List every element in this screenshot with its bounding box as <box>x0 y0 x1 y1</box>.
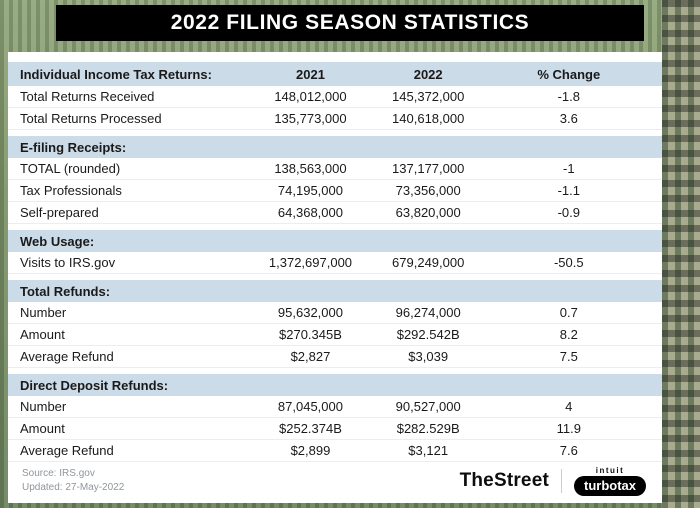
background-photo <box>662 0 700 508</box>
value-2022: 63,820,000 <box>395 205 461 220</box>
table-row: Average Refund $2,827 $3,039 7.5 <box>8 346 662 368</box>
value-2021: 138,563,000 <box>274 161 347 176</box>
value-2022: 679,249,000 <box>392 255 465 270</box>
value-2021: 1,372,697,000 <box>268 255 353 270</box>
value-2022: 140,618,000 <box>392 111 465 126</box>
table-row: Average Refund $2,899 $3,121 7.6 <box>8 440 662 462</box>
column-header-change: % Change <box>537 66 601 82</box>
source-line: Source: IRS.gov <box>22 468 95 479</box>
section-header-row: Web Usage: <box>8 230 662 252</box>
row-label: Total Returns Processed <box>20 111 162 126</box>
section-header-row: E-filing Receipts: <box>8 136 662 158</box>
footer: Source: IRS.gov Updated: 27-May-2022 The… <box>8 462 662 504</box>
value-change: -0.9 <box>557 205 580 220</box>
value-2022: $3,039 <box>408 349 449 364</box>
value-2021: $2,827 <box>290 349 331 364</box>
row-label: Amount <box>20 327 65 342</box>
value-2022: 73,356,000 <box>395 183 461 198</box>
value-change: -1 <box>563 161 575 176</box>
row-label: Number <box>20 305 67 320</box>
value-2021: 64,368,000 <box>277 205 343 220</box>
column-header-label: Individual Income Tax Returns: <box>20 66 212 82</box>
value-change: -1.8 <box>557 89 580 104</box>
value-2021: $252.374B <box>279 421 342 436</box>
value-change: 0.7 <box>559 305 578 320</box>
section-title: Direct Deposit Refunds: <box>20 377 169 393</box>
value-2022: $282.529B <box>396 421 460 436</box>
value-2022: 96,274,000 <box>395 305 461 320</box>
table-row: Total Returns Processed 135,773,000 140,61… <box>8 108 662 130</box>
value-2022: 137,177,000 <box>392 161 465 176</box>
column-header-2022: 2022 <box>413 66 443 82</box>
table-row: Number 95,632,000 96,274,000 0.7 <box>8 302 662 324</box>
table-row: Amount $270.345B $292.542B 8.2 <box>8 324 662 346</box>
row-label: Amount <box>20 421 65 436</box>
row-label: Self-prepared <box>20 205 99 220</box>
value-change: 3.6 <box>559 111 578 126</box>
value-2022: $292.542B <box>396 327 460 342</box>
table-body: Total Returns Received 148,012,000 145,372… <box>8 86 662 462</box>
value-change: 8.2 <box>559 327 578 342</box>
table-row: Self-prepared 64,368,000 63,820,000 -0.9 <box>8 202 662 224</box>
value-change: 7.5 <box>559 349 578 364</box>
row-label: TOTAL (rounded) <box>20 161 121 176</box>
row-label: Total Returns Received <box>20 89 155 104</box>
value-change: -1.1 <box>557 183 580 198</box>
value-2021: $2,899 <box>290 443 331 458</box>
brand-logos: TheStreet intuit turbotax <box>460 466 646 496</box>
value-2021: 87,045,000 <box>277 399 343 414</box>
value-2021: 148,012,000 <box>274 89 347 104</box>
section-header-row: Direct Deposit Refunds: <box>8 374 662 396</box>
row-label: Number <box>20 399 67 414</box>
value-change: 11.9 <box>556 421 581 436</box>
table-row: Number 87,045,000 90,527,000 4 <box>8 396 662 418</box>
updated-line: Updated: 27-May-2022 <box>22 482 125 493</box>
section-title: E-filing Receipts: <box>20 139 127 155</box>
value-2021: 74,195,000 <box>277 183 343 198</box>
value-change: -50.5 <box>553 255 584 270</box>
value-2022: 90,527,000 <box>395 399 461 414</box>
title-banner: 2022 FILING SEASON STATISTICS <box>56 5 644 41</box>
turbotax-logo: intuit turbotax <box>574 466 646 496</box>
value-2021: $270.345B <box>279 327 342 342</box>
page-title: 2022 FILING SEASON STATISTICS <box>170 11 530 34</box>
value-change: 4 <box>565 399 573 414</box>
row-label: Visits to IRS.gov <box>20 255 116 270</box>
table-row: Visits to IRS.gov 1,372,697,000 679,249,00… <box>8 252 662 274</box>
table-row: Tax Professionals 74,195,000 73,356,000 -1.… <box>8 180 662 202</box>
table-row: TOTAL (rounded) 138,563,000 137,177,000 -1 <box>8 158 662 180</box>
value-change: 7.6 <box>559 443 578 458</box>
logo-divider <box>561 469 562 493</box>
value-2022: $3,121 <box>408 443 449 458</box>
row-label: Tax Professionals <box>20 183 122 198</box>
row-label: Average Refund <box>20 443 114 458</box>
source-note: Source: IRS.gov Updated: 27-May-2022 <box>22 467 124 495</box>
turbotax-wordmark: turbotax <box>574 476 646 496</box>
column-header-2021: 2021 <box>296 66 325 82</box>
value-2021: 95,632,000 <box>277 305 343 320</box>
section-title: Total Refunds: <box>20 283 111 299</box>
section-title: Web Usage: <box>20 233 95 249</box>
intuit-wordmark: intuit <box>595 466 625 475</box>
value-2022: 145,372,000 <box>392 89 465 104</box>
thestreet-logo: TheStreet <box>459 470 549 491</box>
stats-table: Individual Income Tax Returns: 2021 2022… <box>8 52 662 462</box>
table-row: Total Returns Received 148,012,000 145,372… <box>8 86 662 108</box>
section-header-row: Total Refunds: <box>8 280 662 302</box>
stats-card: Individual Income Tax Returns: 2021 2022… <box>8 52 662 503</box>
value-2021: 135,773,000 <box>274 111 347 126</box>
table-header-row: Individual Income Tax Returns: 2021 2022… <box>8 62 662 86</box>
row-label: Average Refund <box>20 349 114 364</box>
table-row: Amount $252.374B $282.529B 11.9 <box>8 418 662 440</box>
